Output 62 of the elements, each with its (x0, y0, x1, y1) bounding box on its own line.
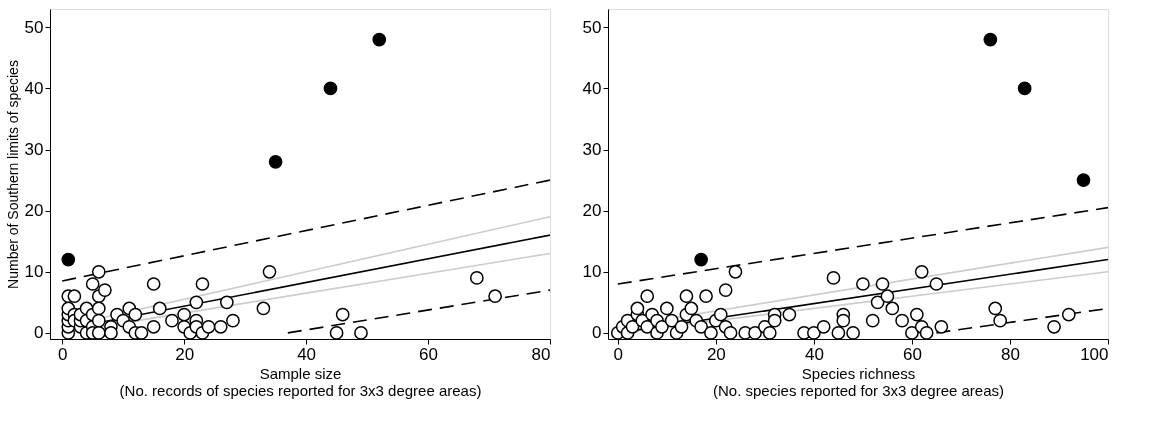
point (91, 326, 106, 340)
point (469, 271, 484, 285)
point (256, 301, 271, 316)
point (1076, 173, 1091, 187)
point (91, 264, 106, 279)
y-tick-label: 50 (582, 17, 602, 37)
x-axis-title: Sample size (No. records of species reported for 3x3 degree areas) (119, 364, 482, 399)
x-tick-label: 20 (175, 344, 195, 364)
y-tick-label: 20 (582, 201, 602, 221)
point (372, 32, 387, 47)
x-tick-label: 20 (706, 344, 726, 364)
point (189, 295, 204, 310)
point (98, 283, 112, 297)
point (91, 313, 106, 328)
x-tick-label: 80 (1001, 344, 1020, 364)
x-tick-label: 0 (613, 344, 624, 364)
x-tick-label: 100 (1080, 344, 1109, 364)
point (354, 326, 368, 340)
y-tick-label: 30 (582, 140, 602, 160)
y-tick-label: 30 (24, 140, 44, 160)
x-tick-label: 40 (804, 344, 824, 364)
y-tick-label: 0 (592, 323, 602, 343)
y-tick-label: 40 (24, 78, 44, 98)
x-tick-label: 80 (531, 344, 551, 364)
x-tick-label: 0 (57, 344, 68, 364)
point (195, 277, 210, 291)
point (268, 154, 283, 169)
point (61, 252, 76, 267)
y-tick-label: 40 (582, 78, 602, 98)
point (1017, 81, 1032, 96)
point (213, 319, 228, 334)
point (67, 289, 82, 304)
point (201, 319, 216, 334)
y-tick-label: 10 (582, 262, 602, 282)
y-axis-title: Number of Southern limits of species (4, 60, 21, 289)
point (146, 319, 161, 334)
point (104, 326, 118, 340)
point (694, 252, 709, 267)
point (177, 307, 192, 322)
point (219, 295, 234, 310)
point (85, 277, 100, 291)
point (152, 301, 167, 316)
y-tick-label: 20 (24, 201, 44, 221)
y-tick-label: 10 (24, 262, 44, 282)
point (983, 32, 998, 47)
y-tick-label: 50 (24, 17, 44, 37)
x-tick-label: 40 (297, 344, 317, 364)
point (329, 326, 344, 340)
x-axis-title: Species richness (No. species reported for 3x3 degree areas) (713, 364, 1004, 399)
point (323, 81, 338, 96)
point (262, 264, 277, 279)
point (226, 313, 240, 328)
x-tick-label: 60 (902, 344, 922, 364)
y-tick-label: 0 (34, 323, 44, 343)
point (128, 307, 143, 322)
point (134, 326, 149, 340)
point (335, 307, 350, 322)
point (146, 277, 161, 291)
point (165, 313, 179, 328)
x-tick-label: 60 (419, 344, 439, 364)
point (488, 289, 502, 304)
point (91, 301, 106, 316)
